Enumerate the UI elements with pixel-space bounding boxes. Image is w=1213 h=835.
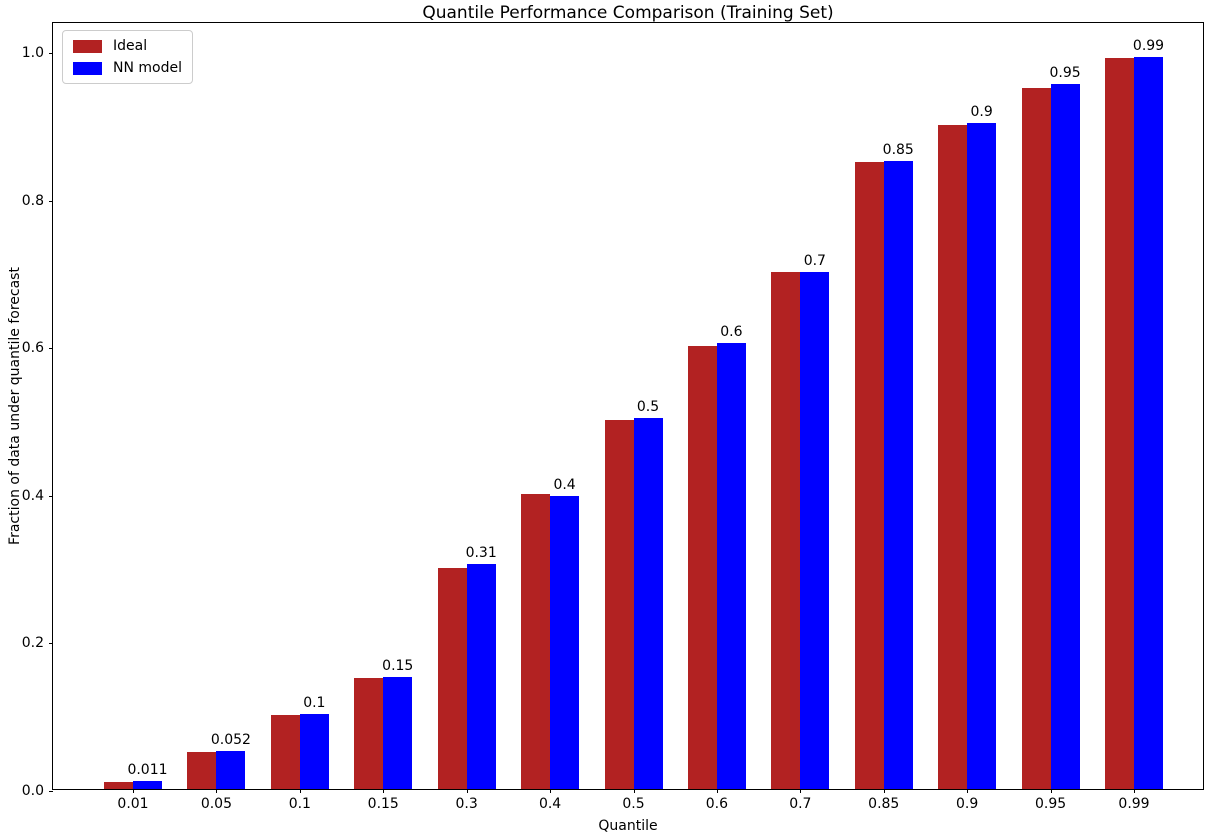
ideal-bar (771, 272, 801, 789)
x-tick (466, 789, 468, 793)
x-tick-label: 0.05 (200, 796, 232, 812)
x-tick (1134, 789, 1135, 793)
y-tick-label: 0.0 (21, 783, 44, 799)
y-tick (49, 495, 53, 497)
legend-item: NN model (73, 60, 182, 76)
bar-value-label: 0.9 (970, 103, 993, 120)
x-tick-label: 0.85 (868, 796, 900, 812)
x-tick (550, 789, 552, 793)
x-tick-label: 0.4 (538, 796, 562, 812)
ideal-bar (604, 420, 634, 789)
bar-value-label: 0.85 (882, 141, 914, 158)
x-tick-label: 0.6 (705, 796, 729, 812)
bar-value-label: 0.1 (303, 695, 326, 712)
nn-model-bar (133, 780, 162, 789)
nn-model-bar (716, 342, 746, 789)
legend-label: Ideal (113, 38, 148, 54)
x-tick-label: 0.3 (455, 796, 478, 812)
ideal-bar (1105, 58, 1134, 789)
bar-value-label: 0.011 (127, 761, 168, 778)
ideal-bar (270, 715, 300, 789)
nn-model-bar (550, 496, 580, 789)
x-tick-label: 0.15 (367, 796, 399, 812)
legend-swatch (73, 39, 102, 53)
x-tick (716, 789, 718, 793)
ideal-bar (854, 161, 884, 789)
bar-value-label: 0.052 (210, 731, 251, 748)
x-tick (800, 789, 802, 793)
y-tick-label: 0.2 (21, 635, 44, 652)
x-tick (883, 789, 885, 793)
bar-value-label: 0.4 (553, 477, 576, 494)
bar-value-label: 0.5 (636, 398, 660, 415)
legend-label: NN model (113, 60, 182, 76)
x-tick-label: 0.7 (789, 796, 812, 812)
ideal-bar (104, 781, 133, 789)
x-tick (967, 789, 969, 793)
nn-model-bar (633, 417, 663, 789)
bar-value-label: 0.99 (1132, 37, 1165, 54)
y-tick (49, 791, 53, 792)
nn-model-bar (1050, 84, 1080, 789)
x-tick (299, 789, 301, 793)
ideal-bar (187, 752, 217, 789)
nn-model-bar (466, 563, 496, 789)
y-axis-label: Fraction of data under quantile forecast (7, 267, 23, 545)
plot-area: Ideal NN model 0.0 0.2 0.4 0.6 0.8 1.0 0.01 0.01… (22, 22, 1204, 812)
x-tick-label: 0.95 (1034, 796, 1067, 812)
x-tick (633, 789, 635, 793)
y-tick (49, 200, 53, 202)
x-tick-label: 0.9 (956, 796, 979, 812)
nn-model-bar (299, 714, 329, 789)
nn-model-bar (216, 750, 246, 789)
ideal-bar (354, 678, 384, 789)
bar-value-label: 0.6 (720, 323, 743, 340)
nn-model-bar (967, 122, 997, 789)
x-tick-label: 0.1 (288, 796, 311, 812)
ideal-bar (938, 124, 968, 789)
bar-value-label: 0.15 (382, 657, 414, 674)
x-tick-label: 0.01 (117, 796, 149, 812)
x-tick (1050, 789, 1052, 793)
bar-value-label: 0.95 (1049, 65, 1081, 82)
nn-model-bar (800, 271, 830, 789)
x-tick (216, 789, 218, 793)
x-tick (133, 789, 134, 793)
bar-value-label: 0.31 (465, 544, 497, 561)
x-tick (383, 789, 385, 793)
legend: Ideal NN model (62, 30, 193, 84)
ideal-bar (521, 493, 551, 789)
y-tick (49, 348, 53, 350)
y-tick-label: 0.8 (21, 192, 44, 209)
ideal-bar (1021, 87, 1051, 789)
y-tick-label: 0.6 (21, 340, 44, 357)
nn-model-bar (883, 160, 913, 789)
ideal-bar (437, 567, 467, 789)
y-tick (49, 53, 53, 54)
nn-model-bar (1134, 56, 1163, 789)
x-axis-label: Quantile (598, 818, 658, 834)
legend-item: Ideal (73, 38, 182, 54)
y-tick-label: 1.0 (21, 45, 44, 61)
x-tick-label: 0.5 (622, 796, 645, 812)
nn-model-bar (383, 676, 413, 789)
legend-swatch (73, 61, 102, 75)
bar-value-label: 0.7 (803, 252, 826, 269)
y-tick-label: 0.4 (21, 487, 44, 504)
y-tick (49, 643, 53, 645)
ideal-bar (687, 346, 717, 789)
x-tick-label: 0.99 (1118, 796, 1150, 812)
chart-title: Quantile Performance Comparison (Trainin… (422, 3, 834, 23)
